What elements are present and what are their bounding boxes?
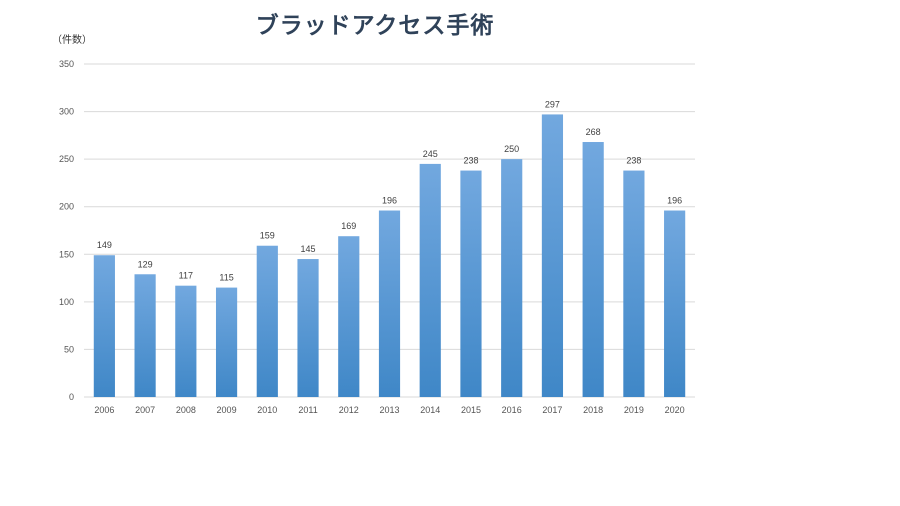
x-tick-label-2007: 2007 — [135, 405, 155, 415]
bar-2012 — [338, 236, 360, 397]
y-tick-label: 250 — [59, 154, 74, 164]
data-label-2006: 149 — [97, 240, 112, 250]
y-tick-label: 100 — [59, 297, 74, 307]
x-axis-ticks: 2006 2007 2008 2009 2010 2011 2012 2013 2014 2015… — [94, 405, 684, 415]
x-tick-label-2020: 2020 — [665, 405, 685, 415]
data-label-2007: 129 — [138, 259, 153, 269]
bar-2020 — [664, 210, 686, 397]
y-tick-label: 150 — [59, 249, 74, 259]
x-tick-label-2006: 2006 — [94, 405, 114, 415]
data-label-2012: 169 — [341, 221, 356, 231]
bar-2017 — [541, 114, 564, 397]
data-label-2018: 268 — [586, 127, 601, 137]
data-label-2009: 115 — [219, 273, 233, 283]
y-tick-label: 200 — [59, 202, 74, 212]
x-tick-label-2016: 2016 — [502, 405, 522, 415]
data-label-2014: 245 — [423, 149, 438, 159]
y-tick-label: 350 — [59, 59, 74, 69]
y-tick-label: 0 — [69, 392, 74, 402]
x-tick-label-2009: 2009 — [217, 405, 237, 415]
bar-2015 — [460, 170, 482, 397]
y-axis-ticks: 0 50 100 150 200 250 300 350 — [59, 59, 74, 402]
data-label-2016: 250 — [504, 144, 519, 154]
bar-2008 — [175, 285, 197, 397]
data-label-2015: 238 — [463, 156, 478, 166]
bar-2011 — [297, 259, 319, 397]
bar-2010 — [256, 245, 278, 397]
bar-2016 — [501, 159, 523, 397]
x-tick-label-2011: 2011 — [298, 405, 317, 415]
x-tick-label-2010: 2010 — [257, 405, 277, 415]
data-label-2017: 297 — [545, 99, 560, 109]
chart-title: ブラッドアクセス手術 — [255, 13, 495, 39]
bar-2019 — [623, 170, 645, 397]
x-tick-label-2013: 2013 — [379, 405, 399, 415]
bar-2007 — [134, 274, 156, 397]
data-label-2020: 196 — [667, 196, 682, 206]
data-label-2013: 196 — [382, 196, 397, 206]
x-tick-label-2008: 2008 — [176, 405, 196, 415]
x-tick-label-2012: 2012 — [339, 405, 359, 415]
x-tick-label-2015: 2015 — [461, 405, 481, 415]
bar-2009 — [215, 287, 238, 397]
bar-2018 — [582, 142, 604, 397]
bar-2013 — [378, 210, 401, 397]
x-tick-label-2017: 2017 — [542, 405, 562, 415]
bars — [93, 114, 686, 397]
data-labels: 149 129 117 115 159 145 169 196 245 238 250 297 268 2… — [97, 99, 682, 282]
data-label-2011: 145 — [301, 244, 316, 254]
bar-2014 — [419, 163, 441, 397]
x-tick-label-2019: 2019 — [624, 405, 644, 415]
x-tick-label-2018: 2018 — [583, 405, 603, 415]
data-label-2008: 117 — [179, 271, 193, 281]
y-tick-label: 50 — [64, 344, 74, 354]
y-tick-label: 300 — [59, 107, 74, 117]
x-tick-label-2014: 2014 — [420, 405, 440, 415]
data-label-2019: 238 — [626, 156, 641, 166]
data-label-2010: 159 — [260, 231, 275, 241]
y-axis-unit-label: （件数） — [52, 35, 92, 46]
bar-2006 — [93, 255, 115, 397]
